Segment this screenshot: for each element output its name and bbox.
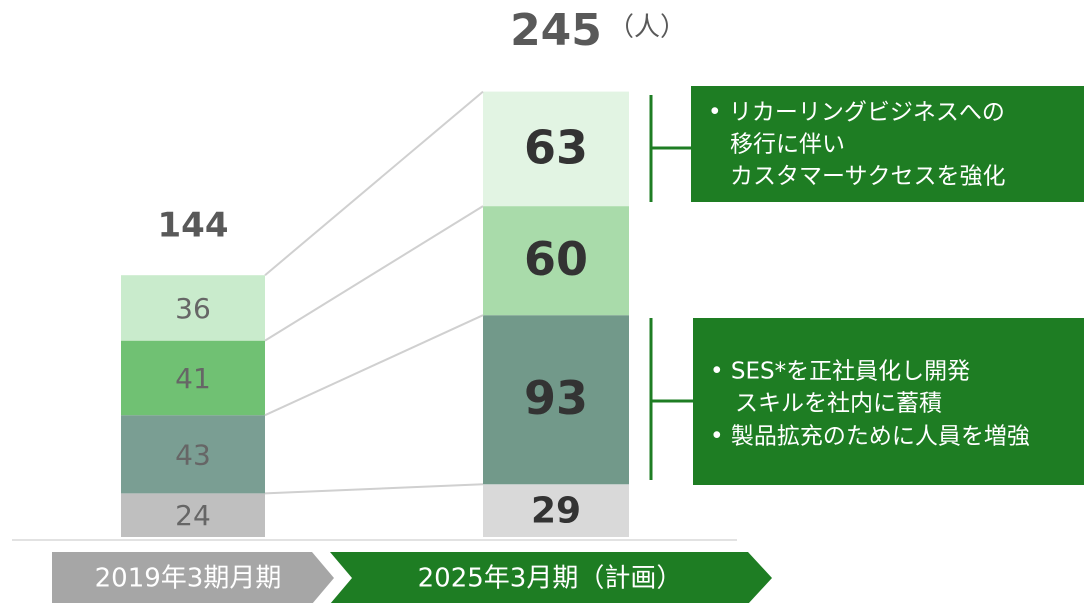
value-label: 43 bbox=[175, 438, 211, 471]
bar-segment bbox=[483, 315, 629, 485]
unit-label: （人） bbox=[608, 13, 686, 43]
value-label: 24 bbox=[175, 499, 211, 532]
bar-segment bbox=[483, 484, 629, 537]
bar-segment bbox=[121, 415, 265, 494]
value-label: 93 bbox=[524, 371, 588, 425]
annotation-text: カスタマーサクセスを強化 bbox=[730, 164, 1006, 190]
bar-segment bbox=[483, 206, 629, 316]
value-label: 60 bbox=[524, 232, 588, 286]
connector bbox=[264, 90, 484, 276]
total-label: 144 bbox=[158, 206, 229, 246]
connector bbox=[264, 483, 484, 495]
connector bbox=[264, 205, 484, 342]
connector bbox=[264, 314, 484, 417]
value-label: 63 bbox=[524, 120, 588, 174]
annotation-text: • 製品拡充のために人員を増強 bbox=[710, 424, 1030, 450]
annotation-text: • SES*を正社員化し開発 bbox=[710, 359, 970, 385]
period-banner bbox=[52, 552, 334, 603]
annotation-box bbox=[693, 318, 1084, 485]
annotation-text: • リカーリングビジネスへの bbox=[708, 100, 1005, 126]
total-label: 245 bbox=[510, 5, 602, 56]
value-label: 36 bbox=[175, 292, 211, 325]
bar-segment bbox=[121, 493, 265, 537]
bar-segment bbox=[483, 91, 629, 207]
annotation-box bbox=[691, 86, 1084, 202]
value-label: 29 bbox=[531, 491, 581, 532]
bar-segment bbox=[121, 340, 265, 416]
category-label: 2025年3月期（計画） bbox=[418, 564, 683, 594]
annotation-text: スキルを社内に蓄積 bbox=[735, 391, 942, 417]
period-banner bbox=[330, 552, 772, 603]
annotation-text: 移行に伴い bbox=[730, 132, 845, 158]
category-label: 2019年3期月期 bbox=[95, 564, 282, 594]
value-label: 41 bbox=[175, 362, 211, 395]
bar-segment bbox=[121, 275, 265, 341]
